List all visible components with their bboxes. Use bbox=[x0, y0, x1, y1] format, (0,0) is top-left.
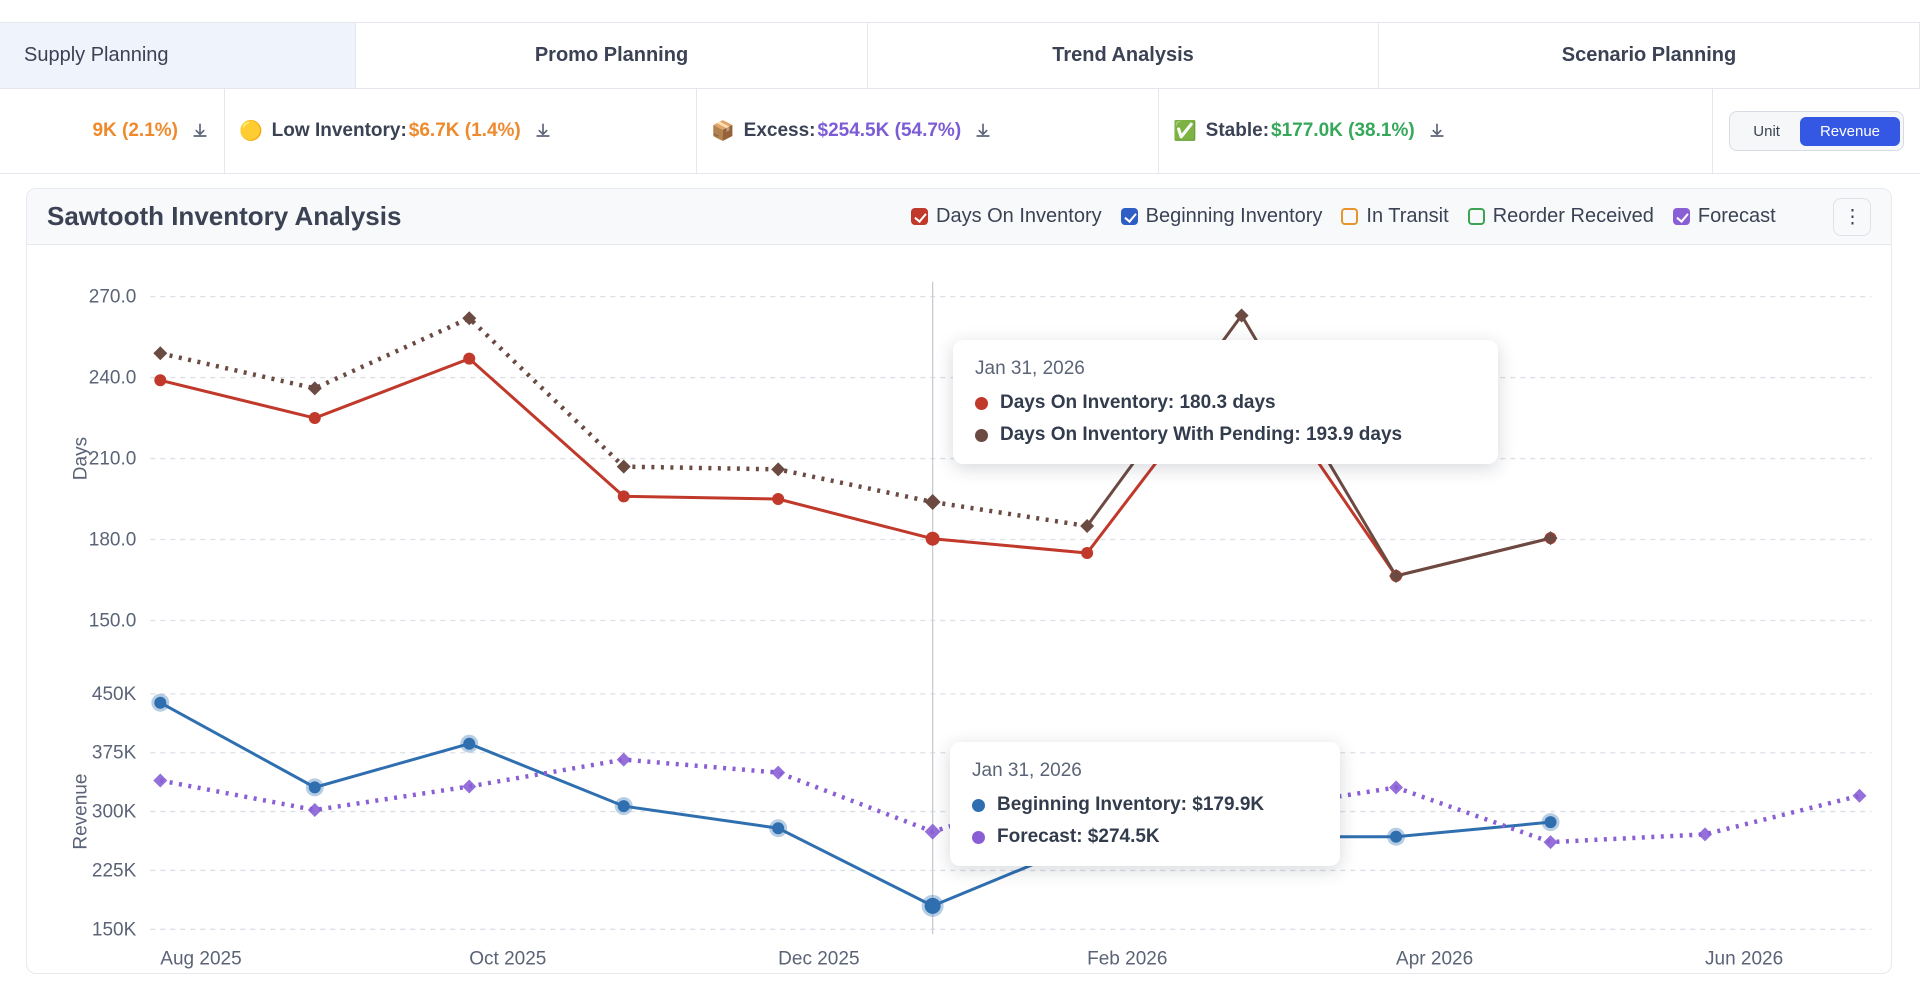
svg-text:Apr 2026: Apr 2026 bbox=[1396, 948, 1473, 969]
svg-text:Feb 2026: Feb 2026 bbox=[1087, 948, 1167, 969]
svg-text:Days: Days bbox=[70, 437, 91, 480]
svg-text:Revenue: Revenue bbox=[70, 774, 91, 850]
svg-text:Jun 2026: Jun 2026 bbox=[1705, 948, 1783, 969]
svg-text:225K: 225K bbox=[92, 860, 137, 881]
svg-text:180.0: 180.0 bbox=[89, 530, 137, 551]
svg-text:Dec 2025: Dec 2025 bbox=[778, 948, 859, 969]
svg-text:375K: 375K bbox=[92, 743, 137, 764]
svg-text:Aug 2025: Aug 2025 bbox=[160, 948, 241, 969]
svg-text:300K: 300K bbox=[92, 802, 137, 823]
svg-text:150K: 150K bbox=[92, 919, 137, 940]
svg-text:210.0: 210.0 bbox=[89, 449, 137, 470]
svg-text:150.0: 150.0 bbox=[89, 611, 137, 632]
svg-text:240.0: 240.0 bbox=[89, 368, 137, 389]
svg-text:450K: 450K bbox=[92, 684, 137, 705]
svg-text:Oct 2025: Oct 2025 bbox=[469, 948, 546, 969]
svg-text:270.0: 270.0 bbox=[89, 287, 137, 308]
